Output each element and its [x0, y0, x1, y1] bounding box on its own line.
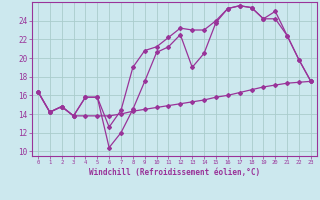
- X-axis label: Windchill (Refroidissement éolien,°C): Windchill (Refroidissement éolien,°C): [89, 168, 260, 177]
